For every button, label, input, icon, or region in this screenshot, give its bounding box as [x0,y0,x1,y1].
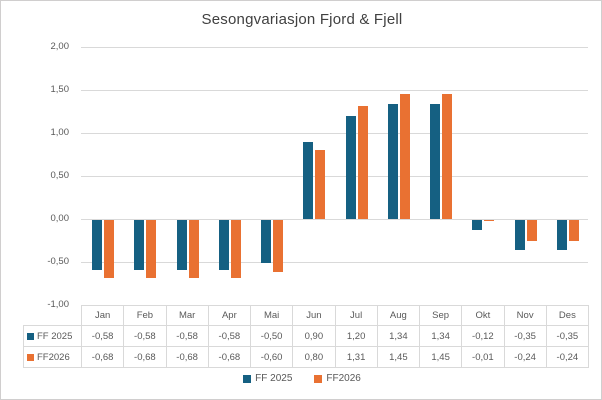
bar-ff2026-sep [442,94,452,219]
bar-ff2025-jun [303,142,314,219]
bar-ff2026-apr [230,220,241,278]
bar-ff2025-mai [261,220,271,263]
series-row-header: FF 2025 [23,325,82,347]
bar-ff2025-jul [345,116,356,219]
chart-title: Sesongvariasjon Fjord & Fjell [201,11,403,28]
bar-ff2025-aug [387,104,398,219]
series-row: FF2026 -0,68 -0,68 -0,68 -0,68 -0,60 0,80 1,31 1… [23,346,590,368]
y-axis-tick-label: 0,50 [50,170,70,181]
table-cell: -0,24 [503,346,547,368]
series-row-header: FF2026 [23,346,82,368]
bar-ff2025-nov [514,220,525,250]
bar-ff2026-mar [188,220,199,278]
legend-swatch-icon [243,374,252,383]
table-cell: -0,60 [249,346,294,368]
table-corner-cell [23,305,82,326]
table-cell: 1,31 [334,346,378,368]
bar-ff2026-okt [484,220,495,221]
category-label: Des [545,305,590,326]
table-cell: -0,58 [165,325,209,347]
category-label: Okt [461,305,505,326]
gridline [81,90,588,91]
table-cell: -0,58 [123,325,167,347]
bar-ff2026-jun [315,150,326,219]
table-cell: 1,34 [418,325,463,347]
bar-ff2025-sep [430,104,440,219]
bar-ff2025-jan [92,220,102,270]
category-label: Jan [80,305,125,326]
bar-ff2025-des [556,220,567,250]
category-label: Sep [418,305,463,326]
table-cell: -0,12 [461,325,505,347]
series-row: FF 2025 -0,58 -0,58 -0,58 -0,58 -0,50 0,90 1,20… [23,325,590,347]
table-cell: -0,68 [123,346,167,368]
table-cell: 1,45 [418,346,463,368]
series-key-icon [27,332,34,340]
gridline [81,219,588,220]
table-cell: -0,35 [545,325,590,347]
data-table: Jan Feb Mar Apr Mai Jun Jul Aug Sep Okt Nov Des FF 2… [23,305,590,368]
y-axis-tick-label: 1,50 [50,84,70,95]
table-cell: -0,58 [80,325,125,347]
legend-item: FF 2025 [243,373,292,384]
category-label: Aug [376,305,421,326]
bar-ff2026-nov [526,220,537,241]
bar-ff2026-jul [357,106,368,219]
y-axis-tick-label: 0,00 [50,213,70,224]
table-cell: -0,68 [207,346,252,368]
table-cell: 1,45 [376,346,421,368]
bar-ff2026-des [568,220,579,241]
category-label: Feb [123,305,167,326]
table-cell: -0,50 [249,325,294,347]
y-axis-tick-label: -1,00 [47,299,69,310]
table-cell: 1,34 [376,325,421,347]
category-label: Jun [292,305,336,326]
bar-ff2025-feb [134,220,145,270]
y-axis-tick-label: 1,00 [50,127,70,138]
table-cell: -0,68 [80,346,125,368]
bar-ff2026-feb [146,220,157,278]
table-cell: 0,80 [292,346,336,368]
gridline [81,133,588,134]
legend-label: FF2026 [326,373,361,384]
bar-ff2026-jan [104,220,114,278]
legend-label: FF 2025 [255,373,293,384]
series-key-icon [27,353,34,361]
category-label: Nov [503,305,547,326]
category-label: Apr [207,305,252,326]
legend: FF 2025 FF2026 [1,373,601,384]
category-label: Jul [334,305,378,326]
gridline [81,47,588,48]
table-cell: -0,58 [207,325,252,347]
table-cell: -0,24 [545,346,590,368]
y-axis-tick-label: 2,00 [50,41,70,52]
table-cell: -0,35 [503,325,547,347]
gridline [81,262,588,263]
bar-ff2025-apr [218,220,229,270]
table-cell: 1,20 [334,325,378,347]
table-cell: -0,01 [461,346,505,368]
table-cell: -0,68 [165,346,209,368]
category-label: Mai [249,305,294,326]
table-cell: 0,90 [292,325,336,347]
bar-ff2025-mar [176,220,187,270]
y-axis-tick-label: -0,50 [47,256,69,267]
bar-ff2026-aug [399,94,410,219]
category-label: Mar [165,305,209,326]
bar-ff2025-okt [472,220,483,230]
legend-item: FF2026 [314,373,361,384]
gridline [81,176,588,177]
legend-swatch-icon [314,374,323,383]
category-header-row: Jan Feb Mar Apr Mai Jun Jul Aug Sep Okt Nov Des [23,305,590,326]
bar-ff2026-mai [273,220,283,272]
